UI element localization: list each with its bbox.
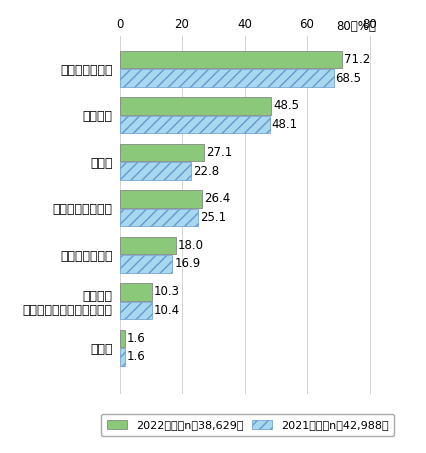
- Text: 48.5: 48.5: [272, 100, 298, 112]
- Bar: [119, 51, 341, 68]
- Bar: [119, 209, 198, 226]
- Bar: [119, 255, 172, 273]
- Text: 16.9: 16.9: [174, 257, 200, 270]
- Text: 68.5: 68.5: [335, 72, 360, 85]
- Text: 18.0: 18.0: [177, 239, 203, 252]
- Bar: [119, 190, 201, 208]
- Text: 10.4: 10.4: [153, 304, 180, 317]
- Text: 48.1: 48.1: [271, 118, 297, 131]
- Bar: [119, 302, 152, 319]
- Text: 22.8: 22.8: [192, 164, 218, 178]
- Text: 10.3: 10.3: [153, 285, 179, 299]
- Bar: [119, 97, 271, 115]
- Bar: [119, 329, 124, 347]
- Text: 25.1: 25.1: [199, 211, 225, 224]
- Bar: [119, 348, 124, 366]
- Bar: [119, 116, 269, 133]
- Text: 26.4: 26.4: [204, 193, 230, 205]
- Text: 80（%）: 80（%）: [335, 20, 375, 34]
- Bar: [119, 236, 176, 254]
- Bar: [119, 162, 190, 180]
- Bar: [119, 144, 204, 161]
- Text: 1.6: 1.6: [126, 351, 145, 363]
- Text: 71.2: 71.2: [343, 53, 369, 66]
- Bar: [119, 69, 333, 87]
- Text: 1.6: 1.6: [126, 332, 145, 345]
- Text: 27.1: 27.1: [206, 146, 232, 159]
- Legend: 2022年　（n＝38,629）, 2021年　（n＝42,988）: 2022年 （n＝38,629）, 2021年 （n＝42,988）: [101, 414, 393, 436]
- Bar: [119, 283, 151, 301]
